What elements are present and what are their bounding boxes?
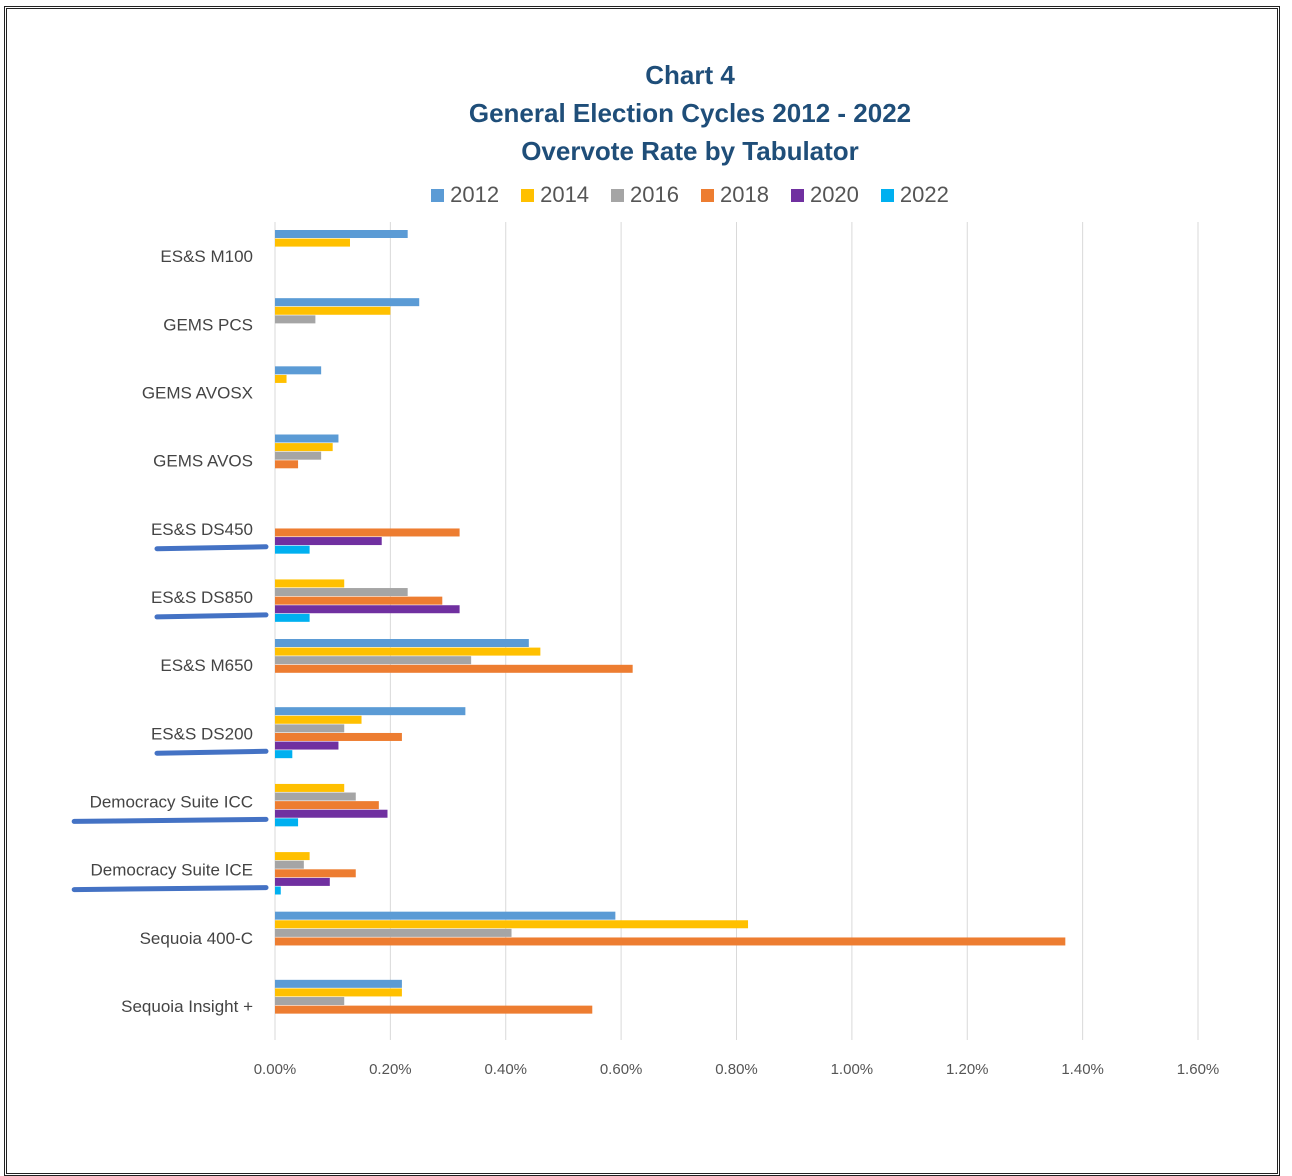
- x-tick-label: 0.60%: [600, 1061, 643, 1078]
- bar-2014: [275, 306, 391, 315]
- bar-2016: [275, 588, 408, 597]
- x-tick-label: 0.40%: [484, 1061, 527, 1078]
- bar-2016: [275, 315, 316, 324]
- legend-swatch: [521, 188, 535, 202]
- underline-mark: [154, 612, 269, 620]
- bar-2012: [275, 230, 408, 238]
- bar-2014: [275, 374, 287, 383]
- bar-2012: [275, 366, 322, 375]
- underline-mark: [71, 885, 269, 893]
- legend-label: 2012: [450, 182, 500, 207]
- category-label: Sequoia Insight +: [121, 997, 253, 1016]
- bar-2012: [275, 434, 339, 443]
- x-tick-label: 1.40%: [1061, 1061, 1104, 1078]
- legend-swatch: [701, 188, 714, 202]
- bar-2020: [275, 741, 339, 750]
- bar-2014: [275, 783, 345, 792]
- chart-legend: 2012 2014 2016 2018 2020 2022: [0, 182, 1292, 208]
- legend-label: 2020: [809, 182, 859, 207]
- category-label: ES&S DS450: [151, 520, 253, 539]
- bar-2018: [275, 460, 299, 469]
- legend-label: 2014: [540, 182, 590, 207]
- category-label: GEMS PCS: [163, 315, 253, 334]
- bar-2018: [275, 1005, 593, 1014]
- category-label: ES&S DS850: [151, 588, 253, 607]
- legend-item-2022: 2022: [880, 182, 949, 208]
- bar-2014: [275, 443, 333, 452]
- x-tick-label: 1.60%: [1177, 1061, 1220, 1078]
- category-label: Democracy Suite ICC: [90, 792, 253, 811]
- legend-item-2020: 2020: [790, 182, 859, 208]
- chart-title: Chart 4: [645, 60, 735, 90]
- legend-item-2018: 2018: [701, 182, 769, 208]
- bar-2014: [275, 920, 749, 929]
- bar-2012: [275, 911, 616, 920]
- bar-2012: [275, 298, 420, 307]
- legend-label: 2018: [720, 182, 769, 207]
- underline-mark: [154, 544, 269, 552]
- category-label: GEMS AVOSX: [142, 383, 253, 402]
- legend-item-2016: 2016: [611, 182, 679, 208]
- bar-2016: [275, 792, 356, 801]
- bar-2018: [275, 937, 1066, 946]
- bar-2020: [275, 605, 460, 614]
- bar-2016: [275, 656, 472, 665]
- bar-2016: [275, 928, 512, 937]
- bar-2014: [275, 988, 402, 997]
- x-tick-label: 1.20%: [946, 1061, 989, 1078]
- category-label: ES&S M650: [160, 656, 253, 675]
- underline-mark: [71, 816, 269, 824]
- bar-2016: [275, 724, 345, 733]
- bar-2014: [275, 852, 310, 861]
- bar-2014: [275, 715, 362, 724]
- category-label: ES&S DS200: [151, 724, 253, 743]
- bar-2018: [275, 596, 443, 605]
- bar-2014: [275, 647, 541, 656]
- bar-2012: [275, 707, 466, 716]
- x-tick-label: 0.20%: [369, 1061, 412, 1078]
- bar-2014: [275, 579, 345, 588]
- chart-subtitle: General Election Cycles 2012 - 2022: [468, 98, 912, 128]
- bar-2018: [275, 664, 633, 673]
- legend-label: 2016: [630, 182, 679, 207]
- bar-2012: [275, 639, 529, 647]
- bar-2022: [275, 750, 293, 759]
- x-tick-label: 0.00%: [254, 1061, 297, 1078]
- category-label: GEMS AVOS: [153, 452, 253, 471]
- bar-2016: [275, 860, 304, 869]
- category-label: Sequoia 400-C: [140, 929, 253, 948]
- legend-label: 2022: [899, 182, 949, 207]
- bar-2020: [275, 877, 330, 886]
- bar-2022: [275, 886, 281, 895]
- legend-swatch: [611, 188, 625, 202]
- legend-swatch: [790, 188, 804, 202]
- chart-subtitle-2: Overvote Rate by Tabulator: [521, 136, 859, 166]
- legend-item-2012: 2012: [431, 182, 499, 208]
- bar-2014: [275, 238, 350, 247]
- bar-2018: [275, 801, 379, 810]
- bar-2018: [275, 732, 402, 741]
- bar-2022: [275, 818, 299, 827]
- bar-2018: [275, 528, 460, 537]
- underline-mark: [154, 748, 269, 756]
- legend-swatch: [880, 188, 894, 202]
- bar-2022: [275, 613, 310, 622]
- bar-2020: [275, 537, 382, 546]
- x-tick-label: 0.80%: [715, 1061, 758, 1078]
- bar-2018: [275, 869, 356, 878]
- legend-item-2014: 2014: [521, 182, 589, 208]
- legend-swatch: [431, 188, 445, 202]
- bar-2020: [275, 809, 388, 818]
- category-label: ES&S M100: [160, 247, 253, 266]
- bar-2012: [275, 979, 402, 988]
- bar-2022: [275, 545, 310, 554]
- bar-2016: [275, 997, 345, 1006]
- category-label: Democracy Suite ICE: [91, 861, 254, 880]
- x-tick-label: 1.00%: [831, 1061, 874, 1078]
- bar-2016: [275, 451, 322, 460]
